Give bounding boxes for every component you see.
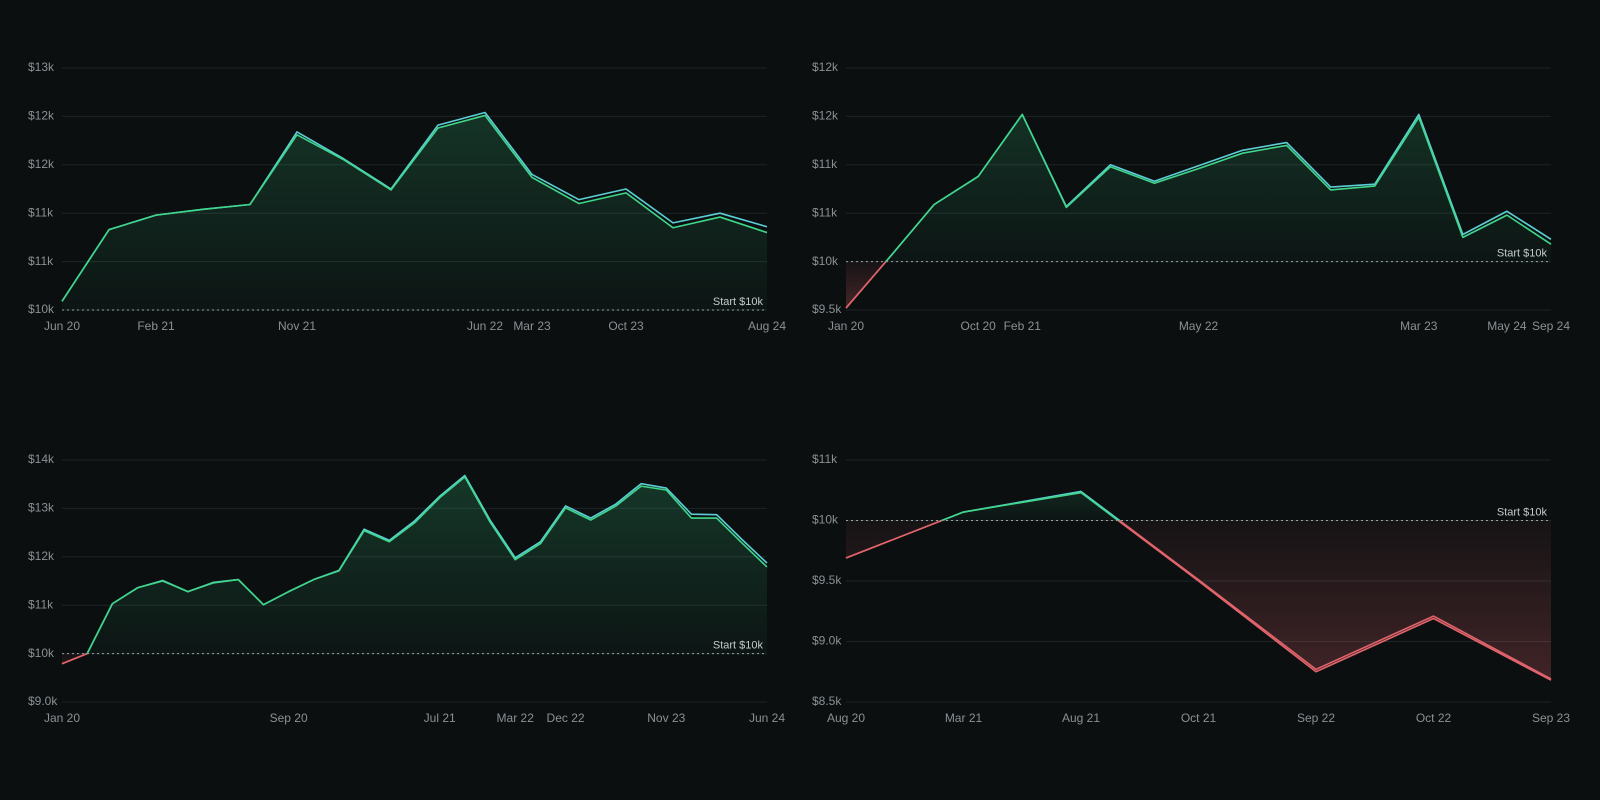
- area: [846, 492, 1551, 681]
- series-line: [845, 491, 1552, 681]
- baseline-label: Start $10k: [713, 640, 764, 652]
- y-tick-label: $13k: [28, 501, 55, 515]
- x-tick-label: May 22: [1179, 319, 1219, 333]
- x-tick-label: Nov 23: [647, 711, 685, 725]
- x-tick-label: Sep 24: [1532, 319, 1570, 333]
- y-tick-label: $10k: [812, 513, 839, 527]
- area: [62, 115, 767, 310]
- y-tick-label: $11k: [28, 597, 54, 611]
- area: [846, 114, 1551, 309]
- baseline-label: Start $10k: [1497, 248, 1548, 260]
- y-tick-label: $11k: [28, 254, 54, 268]
- x-tick-label: Jun 24: [749, 711, 785, 725]
- series-line: [845, 113, 1552, 309]
- baseline-label: Start $10k: [713, 296, 764, 308]
- y-tick-label: $12k: [28, 549, 55, 563]
- x-tick-label: Aug 20: [827, 711, 865, 725]
- x-tick-label: Oct 22: [1416, 711, 1452, 725]
- x-tick-label: Feb 21: [1004, 319, 1042, 333]
- y-tick-label: $12k: [812, 60, 839, 74]
- x-tick-label: Oct 21: [1181, 711, 1217, 725]
- x-tick-label: Mar 21: [945, 711, 983, 725]
- y-tick-label: $10k: [812, 254, 839, 268]
- series-line: [61, 476, 768, 665]
- y-tick-label: $9.0k: [812, 634, 842, 648]
- y-tick-label: $9.5k: [812, 573, 842, 587]
- y-tick-label: $8.5k: [812, 694, 842, 708]
- y-tick-label: $11k: [812, 157, 838, 171]
- x-tick-label: Mar 23: [513, 319, 551, 333]
- x-tick-label: Aug 21: [1062, 711, 1100, 725]
- x-tick-label: Oct 23: [608, 319, 644, 333]
- x-tick-label: Mar 23: [1400, 319, 1438, 333]
- y-tick-label: $13k: [28, 60, 55, 74]
- y-tick-label: $11k: [812, 452, 838, 466]
- y-tick-label: $10k: [28, 302, 55, 316]
- x-tick-label: Jun 22: [467, 319, 503, 333]
- series-line: [61, 114, 768, 302]
- y-tick-label: $12k: [28, 109, 55, 123]
- x-tick-label: Jan 20: [44, 711, 80, 725]
- x-tick-label: Jan 20: [828, 319, 864, 333]
- x-tick-label: Sep 22: [1297, 711, 1335, 725]
- x-tick-label: Mar 22: [497, 711, 535, 725]
- y-tick-label: $11k: [812, 205, 838, 219]
- x-tick-label: Jun 20: [44, 319, 80, 333]
- x-tick-label: Oct 20: [961, 319, 997, 333]
- x-tick-label: Nov 21: [278, 319, 316, 333]
- y-tick-label: $11k: [28, 205, 54, 219]
- x-tick-label: Aug 24: [748, 319, 786, 333]
- x-tick-label: Dec 22: [547, 711, 585, 725]
- y-tick-label: $14k: [28, 452, 55, 466]
- x-tick-label: May 24: [1487, 319, 1527, 333]
- x-tick-label: Sep 23: [1532, 711, 1570, 725]
- baseline-label: Start $10k: [1497, 506, 1548, 518]
- y-tick-label: $10k: [28, 646, 55, 660]
- y-tick-label: $12k: [812, 109, 839, 123]
- x-tick-label: Jul 21: [424, 711, 456, 725]
- x-tick-label: Feb 21: [137, 319, 175, 333]
- y-tick-label: $9.0k: [28, 694, 58, 708]
- x-tick-label: Sep 20: [270, 711, 308, 725]
- area: [62, 476, 767, 664]
- y-tick-label: $12k: [28, 157, 55, 171]
- y-tick-label: $9.5k: [812, 302, 842, 316]
